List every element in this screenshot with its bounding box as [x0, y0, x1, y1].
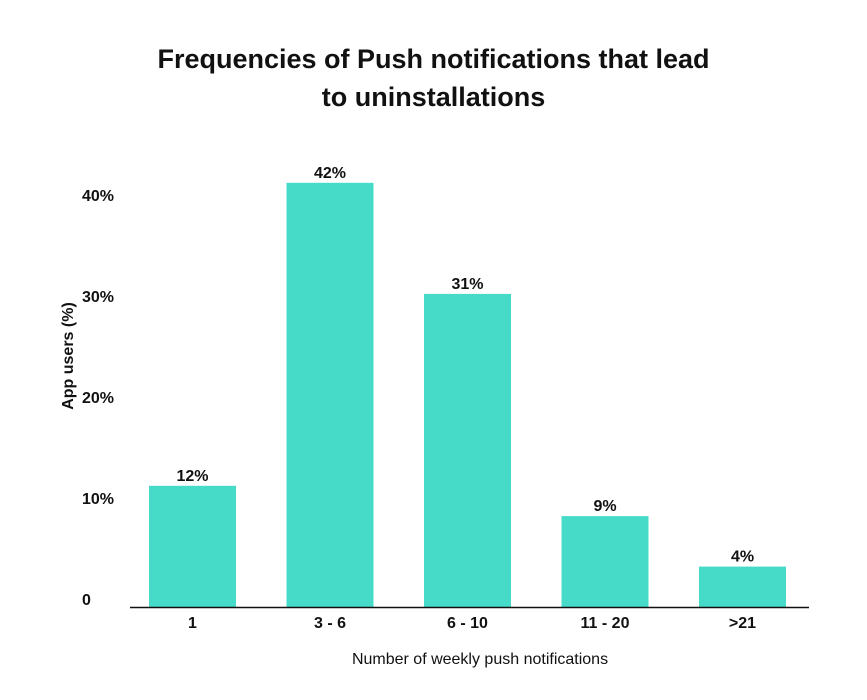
bar: [286, 182, 374, 608]
y-tick-label: 0: [82, 592, 91, 609]
bar: [561, 516, 649, 607]
y-tick-label: 30%: [82, 289, 114, 306]
bar: [699, 566, 786, 607]
bar-value-label: 9%: [593, 498, 616, 515]
x-tick-label: 11 - 20: [581, 615, 630, 632]
x-tick-label: >21: [729, 615, 756, 632]
y-axis-label: App users (%): [60, 302, 77, 410]
bar-value-label: 12%: [176, 468, 208, 485]
bar-value-label: 31%: [451, 276, 483, 293]
chart-title-line-1: Frequencies of Push notifications that l…: [157, 44, 710, 74]
bar: [424, 293, 511, 607]
x-tick-label: 1: [188, 615, 197, 632]
bar-value-label: 4%: [731, 549, 754, 566]
x-axis-label: Number of weekly push notifications: [352, 651, 608, 668]
y-tick-label: 20%: [82, 390, 114, 407]
bar-value-label: 42%: [314, 165, 346, 182]
y-tick-label: 10%: [82, 491, 114, 508]
x-tick-label: 6 - 10: [447, 615, 488, 632]
chart-title-line-2: to uninstallations: [321, 82, 546, 112]
bar: [149, 485, 236, 607]
x-tick-label: 3 - 6: [314, 615, 346, 632]
y-tick-label: 40%: [82, 188, 114, 205]
chart-title: Frequencies of Push notifications that l…: [0, 40, 867, 116]
